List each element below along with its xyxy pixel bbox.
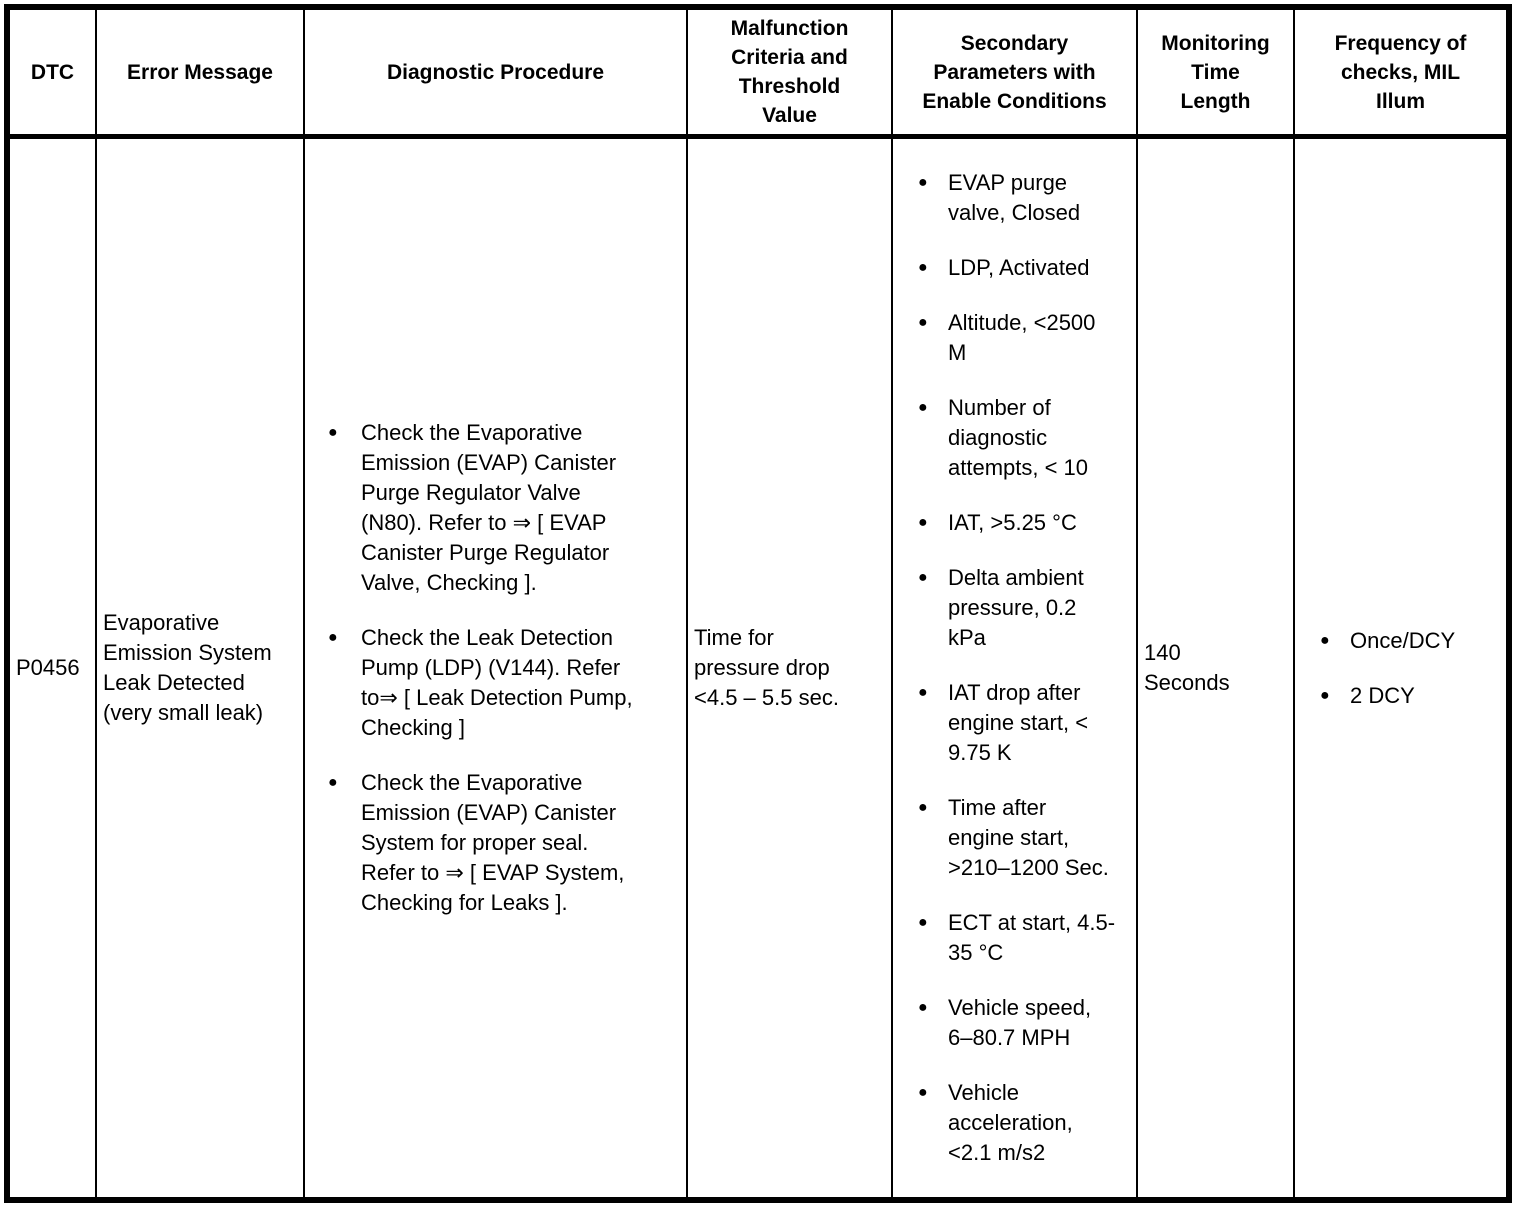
list-item-text: Check the Leak Detection Pump (LDP) (V14… [361, 625, 633, 740]
cell-monitoring-time: 140 Seconds [1138, 139, 1295, 1197]
header-label-error-message: Error Message [127, 60, 273, 84]
list-item-text: Number of diagnostic attempts, < 10 [948, 395, 1089, 480]
header-cell-dtc: DTC [10, 10, 97, 134]
bullet-icon: ● [1320, 631, 1330, 649]
cell-error-message: Evaporative Emission System Leak Detecte… [97, 139, 305, 1197]
list-item: ● Vehicle speed, 6–80.7 MPH [918, 993, 1136, 1053]
cell-diagnostic-procedure: ● Check the Evaporative Emission (EVAP) … [305, 139, 688, 1197]
list-item: ● Check the Evaporative Emission (EVAP) … [328, 768, 686, 918]
bullet-icon: ● [918, 399, 928, 416]
bullet-icon: ● [918, 999, 928, 1016]
bullet-icon: ● [918, 914, 928, 931]
cell-dtc-code: P0456 [10, 139, 97, 1197]
list-item: ● Time after engine start, >210–1200 Sec… [918, 793, 1136, 883]
list-item-text: IAT drop after engine start, < 9.75 K [948, 680, 1089, 765]
cell-frequency: ● Once/DCY ● 2 DCY [1295, 139, 1506, 1197]
list-item-text: Vehicle speed, 6–80.7 MPH [948, 995, 1092, 1050]
header-label-dtc: DTC [30, 60, 75, 84]
header-label-monitoring-time: Monitoring Time Length [1161, 31, 1270, 113]
header-cell-frequency: Frequency of checks, MIL Illum [1295, 10, 1506, 134]
list-item: ● IAT drop after engine start, < 9.75 K [918, 678, 1136, 768]
frequency-list: ● Once/DCY ● 2 DCY [1295, 626, 1506, 711]
bullet-icon: ● [918, 684, 928, 701]
header-cell-monitoring-time: Monitoring Time Length [1138, 10, 1295, 134]
list-item-text: Once/DCY [1350, 627, 1456, 653]
cell-malfunction-criteria: Time for pressure drop <4.5 – 5.5 sec. [688, 139, 893, 1197]
list-item: ● Delta ambient pressure, 0.2 kPa [918, 563, 1136, 653]
header-label-malfunction-criteria: Malfunction Criteria and Threshold Value [730, 17, 849, 127]
list-item-text: LDP, Activated [948, 255, 1090, 280]
table-header-row: DTC Error Message Diagnostic Procedure M… [10, 10, 1506, 139]
bullet-icon: ● [1320, 686, 1330, 704]
bullet-icon: ● [328, 424, 338, 441]
bullet-icon: ● [918, 314, 928, 331]
list-item: ● ECT at start, 4.5-35 °C [918, 908, 1136, 968]
list-item: ● Vehicle acceleration, <2.1 m/s2 [918, 1078, 1136, 1168]
dtc-code: P0456 [16, 655, 80, 680]
dtc-table: DTC Error Message Diagnostic Procedure M… [4, 4, 1512, 1203]
header-label-diagnostic-procedure: Diagnostic Procedure [386, 60, 605, 84]
cell-secondary-parameters: ● EVAP purge valve, Closed ● LDP, Activa… [893, 139, 1138, 1197]
list-item: ● EVAP purge valve, Closed [918, 168, 1136, 228]
list-item: ● Once/DCY [1320, 626, 1506, 656]
list-item: ● Check the Leak Detection Pump (LDP) (V… [328, 623, 686, 743]
bullet-icon: ● [328, 629, 338, 646]
table-body-row: P0456 Evaporative Emission System Leak D… [10, 139, 1506, 1197]
list-item-text: EVAP purge valve, Closed [948, 170, 1081, 225]
bullet-icon: ● [918, 514, 928, 531]
header-cell-malfunction-criteria: Malfunction Criteria and Threshold Value [688, 10, 893, 134]
header-cell-diagnostic-procedure: Diagnostic Procedure [305, 10, 688, 134]
list-item-text: Altitude, <2500 M [948, 310, 1096, 365]
header-label-frequency: Frequency of checks, MIL Illum [1334, 31, 1467, 113]
list-item: ● Check the Evaporative Emission (EVAP) … [328, 418, 686, 598]
bullet-icon: ● [918, 174, 928, 191]
diagnostic-procedure-list: ● Check the Evaporative Emission (EVAP) … [305, 418, 686, 918]
list-item: ● Number of diagnostic attempts, < 10 [918, 393, 1136, 483]
list-item: ● IAT, >5.25 °C [918, 508, 1136, 538]
bullet-icon: ● [918, 799, 928, 816]
header-label-secondary-parameters: Secondary Parameters with Enable Conditi… [922, 31, 1107, 113]
error-message-text: Evaporative Emission System Leak Detecte… [103, 610, 272, 725]
list-item-text: ECT at start, 4.5-35 °C [948, 910, 1116, 965]
list-item-text: Vehicle acceleration, <2.1 m/s2 [948, 1080, 1073, 1165]
header-cell-error-message: Error Message [97, 10, 305, 134]
bullet-icon: ● [328, 774, 338, 791]
list-item-text: Delta ambient pressure, 0.2 kPa [948, 565, 1084, 650]
list-item-text: Check the Evaporative Emission (EVAP) Ca… [361, 420, 617, 595]
list-item-text: IAT, >5.25 °C [948, 510, 1077, 535]
bullet-icon: ● [918, 569, 928, 586]
list-item-text: Check the Evaporative Emission (EVAP) Ca… [361, 770, 625, 915]
list-item: ● LDP, Activated [918, 253, 1136, 283]
list-item-text: 2 DCY [1350, 682, 1415, 708]
list-item: ● 2 DCY [1320, 681, 1506, 711]
secondary-parameters-list: ● EVAP purge valve, Closed ● LDP, Activa… [893, 168, 1136, 1168]
list-item: ● Altitude, <2500 M [918, 308, 1136, 368]
header-cell-secondary-parameters: Secondary Parameters with Enable Conditi… [893, 10, 1138, 134]
malfunction-criteria-text: Time for pressure drop <4.5 – 5.5 sec. [694, 625, 839, 710]
bullet-icon: ● [918, 1084, 928, 1101]
monitoring-time-text: 140 Seconds [1144, 640, 1230, 695]
list-item-text: Time after engine start, >210–1200 Sec. [948, 795, 1109, 880]
bullet-icon: ● [918, 259, 928, 276]
